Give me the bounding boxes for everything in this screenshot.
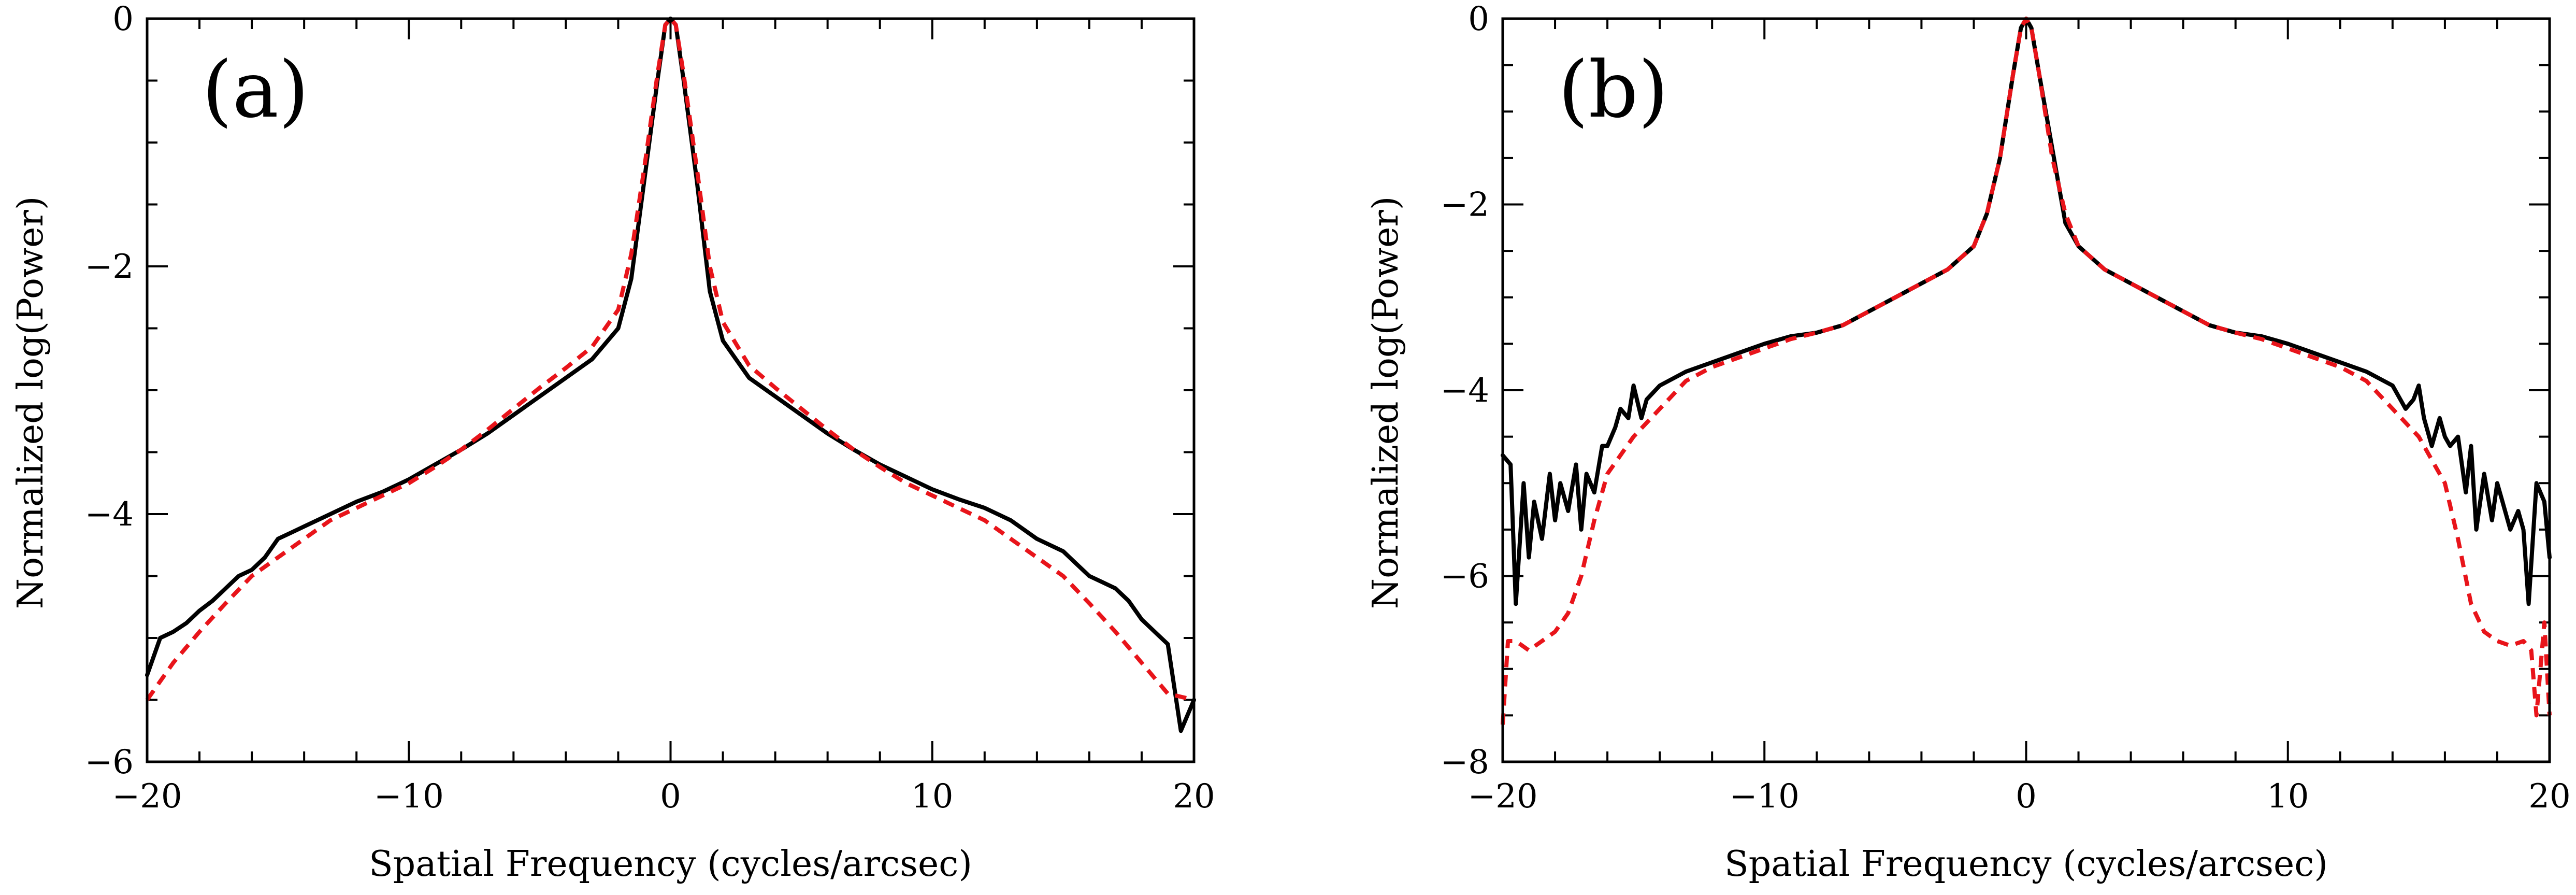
panel-b-ytick-labels: −8 −6 −4 −2 0	[1441, 0, 1489, 782]
panel-a-ticks	[146, 18, 1195, 763]
panel-b-ytick-label: −6	[1441, 558, 1489, 596]
panel-b-xtick-label: −10	[1730, 777, 1800, 816]
panel-a-xtick-label: −10	[374, 777, 444, 816]
panel-a-ytick-label: −4	[85, 495, 134, 534]
panel-a-xtick-label: 20	[1173, 777, 1215, 816]
panel-b-ytick-label: −2	[1441, 186, 1489, 224]
panel-b-ytick-label: 0	[1468, 0, 1489, 38]
panel-a-series	[145, 17, 1196, 733]
panel-a-series-model	[145, 17, 1195, 702]
panel-a-series-observed	[145, 17, 1196, 733]
panel-a-ytick-labels: −6 −4 −2 0	[85, 0, 134, 782]
panel-b-y-axis-title: Normalized log(Power)	[1365, 196, 1406, 609]
panel-b-ytick-label: −4	[1441, 372, 1489, 410]
panel-b-ticks	[1502, 18, 2551, 763]
panel-b-xtick-label: −20	[1467, 777, 1537, 816]
panel-a-x-axis-title: Spatial Frequency (cycles/arcsec)	[369, 844, 972, 885]
panel-b-xtick-labels: −20 −10 0 10 20	[1467, 777, 2570, 816]
panel-a-xtick-label: 0	[660, 777, 681, 816]
panel-b-x-axis-title: Spatial Frequency (cycles/arcsec)	[1724, 844, 2328, 885]
panel-b-ytick-label: −8	[1441, 743, 1489, 782]
panel-a-xtick-label: −20	[112, 777, 182, 816]
panel-a-label: (a)	[202, 45, 309, 135]
panel-b-xtick-label: 0	[2016, 777, 2037, 816]
panel-a-ytick-label: −6	[85, 743, 134, 782]
panel-a-y-axis-title: Normalized log(Power)	[10, 196, 51, 609]
panel-a-frame	[146, 17, 1196, 763]
panel-b-frame	[1501, 17, 2551, 763]
panel-a: −20 −10 0 10 20 −6 −4 −2 0 Spatial Frequ…	[10, 0, 1215, 885]
panel-b-xtick-label: 20	[2528, 777, 2570, 816]
panel-b-label: (b)	[1558, 45, 1668, 135]
panel-a-xtick-label: 10	[911, 777, 953, 816]
panel-b: −20 −10 0 10 20 −8 −6 −4 −2 0 Spatial Fr…	[1365, 0, 2571, 885]
panel-a-ytick-label: 0	[112, 0, 134, 38]
panel-b-xtick-label: 10	[2267, 777, 2309, 816]
panel-a-ytick-label: −2	[85, 248, 134, 286]
panel-a-xtick-labels: −20 −10 0 10 20	[112, 777, 1215, 816]
panel-b-series-model	[1501, 17, 2552, 725]
